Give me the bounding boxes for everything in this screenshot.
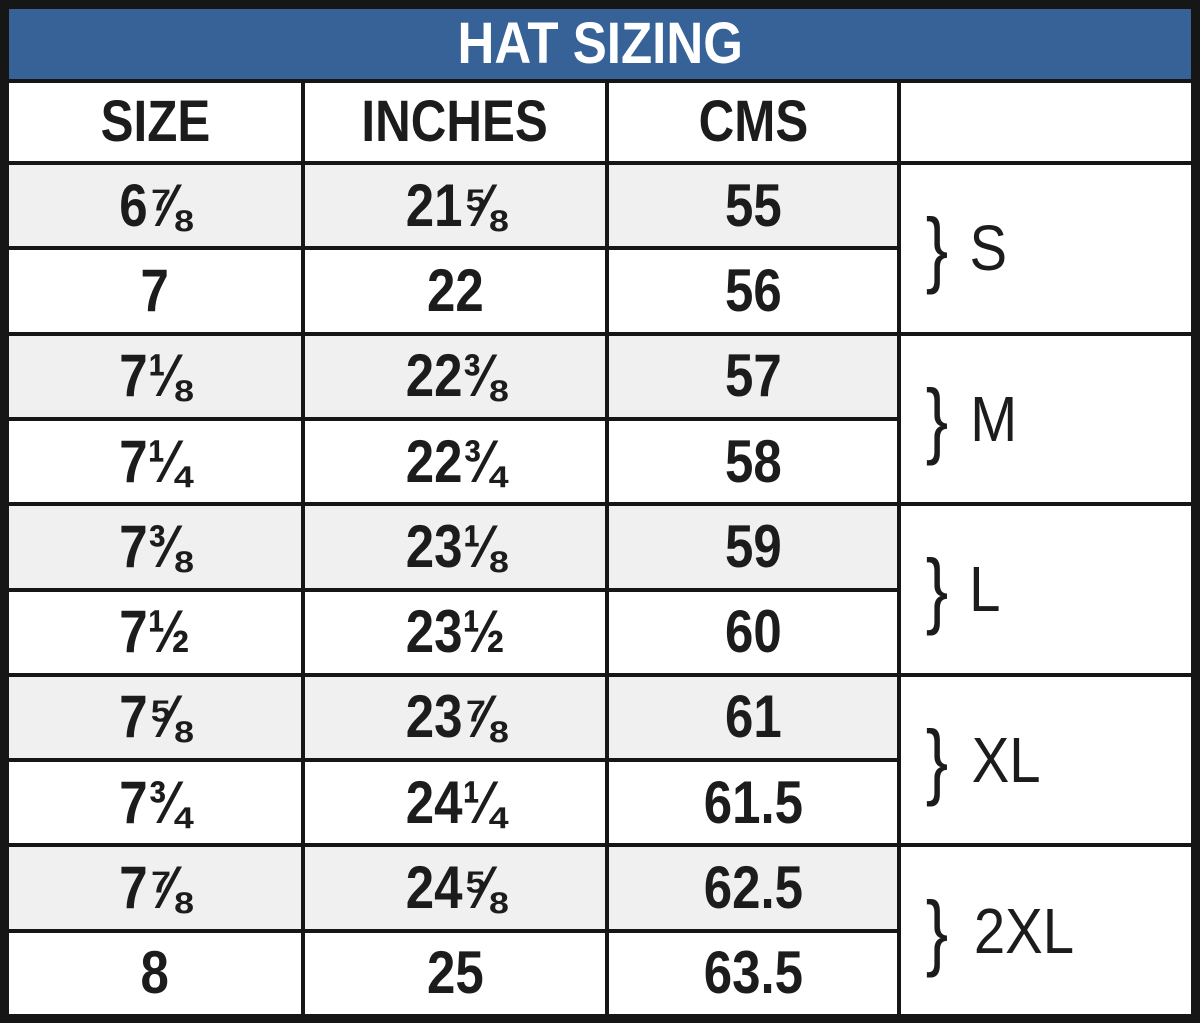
brace-glyph: } <box>925 371 949 466</box>
column-header-empty <box>901 83 1191 161</box>
size-cell: 7¼ <box>9 420 301 503</box>
group-cell-2xl: } 2XL <box>901 847 1191 1014</box>
size-cell: 7¾ <box>9 762 301 844</box>
group-cell-xl: } XL <box>901 676 1191 844</box>
group-cell-s: } S <box>901 165 1191 332</box>
cms-cell: 59 <box>609 506 897 588</box>
size-cell: 7⅞ <box>9 847 301 929</box>
cms-cell: 61.5 <box>609 762 897 844</box>
inches-cell: 24¼ <box>305 762 605 844</box>
group-label-xl: XL <box>971 724 1041 797</box>
inches-cell: 23½ <box>305 591 605 673</box>
size-cell: 7 <box>9 250 301 332</box>
cms-cell: 57 <box>609 335 897 417</box>
cms-cell: 56 <box>609 250 897 332</box>
cms-cell: 58 <box>609 420 897 503</box>
size-cell: 7⅛ <box>9 335 301 417</box>
column-header-cms: CMS <box>609 83 897 161</box>
group-label-s: S <box>969 212 1008 285</box>
size-cell: 7⅝ <box>9 676 301 759</box>
cms-cell: 62.5 <box>609 847 897 929</box>
inches-cell: 25 <box>305 932 605 1014</box>
brace-glyph: } <box>925 713 949 808</box>
inches-cell: 24⅝ <box>305 847 605 929</box>
brace-glyph: } <box>925 201 949 296</box>
column-header-size: SIZE <box>9 83 301 161</box>
cms-cell: 55 <box>609 165 897 247</box>
column-header-inches-label: INCHES <box>361 89 549 154</box>
size-cell: 7⅜ <box>9 506 301 588</box>
brace-glyph: } <box>925 883 949 978</box>
table-title: HAT SIZING <box>457 11 743 76</box>
inches-cell: 21⅝ <box>305 165 605 247</box>
inches-cell: 23⅛ <box>305 506 605 588</box>
size-cell: 6⅞ <box>9 165 301 247</box>
column-header-inches: INCHES <box>305 83 605 161</box>
group-label-l: L <box>969 553 1001 626</box>
inches-cell: 22⅜ <box>305 335 605 417</box>
group-cell-m: } M <box>901 335 1191 503</box>
table-title-bar: HAT SIZING <box>9 9 1191 79</box>
group-cell-l: } L <box>901 506 1191 673</box>
cms-cell: 61 <box>609 676 897 759</box>
size-cell: 8 <box>9 932 301 1014</box>
column-header-cms-label: CMS <box>698 89 808 154</box>
brace-glyph: } <box>925 542 949 637</box>
group-label-m: M <box>970 382 1018 455</box>
inches-cell: 23⅞ <box>305 676 605 759</box>
column-header-size-label: SIZE <box>100 89 210 154</box>
group-label-2xl: 2XL <box>973 894 1075 967</box>
cms-cell: 60 <box>609 591 897 673</box>
inches-cell: 22¾ <box>305 420 605 503</box>
inches-cell: 22 <box>305 250 605 332</box>
size-cell: 7½ <box>9 591 301 673</box>
cms-cell: 63.5 <box>609 932 897 1014</box>
